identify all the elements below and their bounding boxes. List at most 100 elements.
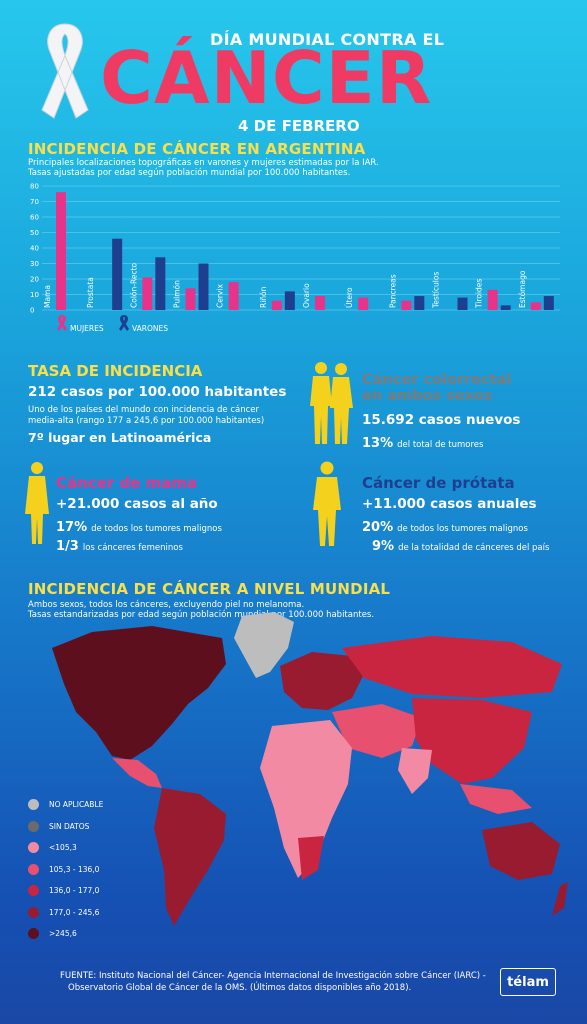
footer-line-1: FUENTE: Instituto Nacional del Cáncer- A…: [60, 971, 486, 981]
tasa-line-2: Uno de los países del mundo con incidenc…: [28, 405, 260, 415]
prostata-pct-row-2: 9% de la totalidad de cánceres del país: [372, 535, 549, 554]
map-region-north-america: [52, 626, 226, 760]
colorrectal-line-1: 15.692 casos nuevos: [362, 412, 521, 428]
section1-subtitle-2: Tasas ajustadas por edad según población…: [28, 168, 351, 178]
bar-varones: [500, 305, 511, 310]
man-silhouette-icon: [313, 461, 341, 546]
colorrectal-title-2: en ambos sexos: [362, 388, 493, 404]
map-region-se-asia: [460, 784, 532, 814]
map-legend-item: 136,0 - 177,0: [28, 880, 103, 902]
legend-dot: [28, 863, 39, 875]
map-region-india: [398, 748, 432, 794]
mama-pct-1-text: de todos los tumores malignos: [91, 524, 222, 534]
legend-dot: [28, 820, 39, 832]
map-region-australia: [482, 822, 560, 880]
bar-mujeres: [401, 300, 412, 310]
y-tick-label: 20: [30, 276, 39, 284]
map-legend: NO APLICABLE SIN DATOS <105,3 105,3 - 13…: [28, 794, 103, 945]
bar-varones: [543, 296, 554, 310]
bar-mujeres: [358, 297, 369, 310]
y-tick-label: 70: [30, 198, 39, 206]
mujeres-ribbon-icon: [57, 315, 67, 331]
map-region-new-zealand: [552, 882, 568, 916]
category-label: Mama: [43, 285, 52, 308]
y-tick-label: 50: [30, 229, 39, 237]
map-region-east-asia: [412, 698, 532, 784]
prostata-pct-2-text: de la totalidad de cánceres del país: [398, 543, 550, 553]
bar-varones: [112, 238, 123, 310]
legend-varones-label: VARONES: [132, 324, 169, 333]
legend-dot: [28, 928, 39, 940]
prostata-pct-1: 20%: [362, 520, 394, 535]
map-region-north-asia: [342, 636, 562, 698]
world-incidence-map: [52, 612, 568, 926]
colorrectal-pct: 13%: [362, 436, 394, 451]
tasa-line-4: 7º lugar en Latinoamérica: [28, 430, 212, 445]
bar-mujeres: [487, 289, 498, 310]
bar-varones: [284, 291, 295, 310]
bar-mujeres: [315, 296, 325, 310]
woman-silhouette-icon: [25, 462, 49, 544]
couple-silhouette-icon: [310, 362, 353, 444]
legend-dot: [28, 906, 39, 918]
bar-varones: [414, 296, 425, 310]
mama-pct-row-2: 1/3 los cánceres femeninos: [56, 535, 183, 554]
bar-mujeres: [271, 300, 282, 310]
map-legend-item: >245,6: [28, 923, 103, 945]
header-date: 4 DE FEBRERO: [238, 117, 360, 135]
y-tick-label: 80: [30, 183, 39, 191]
category-label: Útero: [345, 287, 354, 308]
map-legend-item: 105,3 - 136,0: [28, 859, 103, 881]
header-top-line: DÍA MUNDIAL CONTRA EL: [210, 30, 445, 49]
map-region-greenland: [234, 612, 294, 678]
map-region-south-america: [154, 788, 226, 926]
incidence-bar-chart: 0 10 20 30 40 50 60 70 80 Mama Prostata Colón-Recto…: [30, 183, 560, 315]
mama-pct-2-text: los cánceres femeninos: [82, 543, 183, 553]
mama-pct-row-1: 17% de todos los tumores malignos: [56, 516, 222, 535]
source-footer: FUENTE: Instituto Nacional del Cáncer- A…: [60, 970, 486, 994]
y-tick-label: 60: [30, 214, 39, 222]
section2-title: INCIDENCIA DE CÁNCER A NIVEL MUNDIAL: [28, 580, 391, 598]
category-label: Pancreas: [388, 274, 397, 308]
bar-mujeres: [185, 288, 196, 310]
category-label: Cervix: [216, 284, 225, 308]
category-label: Pulmón: [173, 280, 182, 308]
bar-mujeres: [142, 277, 153, 310]
bar-varones: [457, 297, 468, 310]
mama-pct-2: 1/3: [56, 539, 79, 554]
y-tick-label: 30: [30, 260, 39, 268]
bar-mujeres: [228, 282, 239, 310]
category-label: Prostata: [86, 277, 95, 308]
header-main-title: CÁNCER: [100, 36, 433, 120]
map-legend-item: <105,3: [28, 837, 103, 859]
y-tick-label: 40: [30, 245, 39, 253]
map-region-central-america: [112, 758, 162, 788]
map-region-middle-east: [332, 704, 422, 758]
legend-dot: [28, 885, 39, 897]
legend-mujeres-label: MUJERES: [70, 324, 104, 333]
category-label: Estómago: [518, 270, 527, 308]
prostata-pct-row-1: 20% de todos los tumores malignos: [362, 516, 528, 535]
legend-dot: [28, 799, 39, 811]
section2-subtitle-1: Ambos sexos, todos los cánceres, excluye…: [28, 600, 305, 610]
section1-title: INCIDENCIA DE CÁNCER EN ARGENTINA: [28, 140, 366, 158]
bar-varones: [155, 257, 166, 310]
map-region-africa: [260, 720, 352, 878]
mama-pct-1: 17%: [56, 520, 88, 535]
tasa-line-3: media-alta (rango 177 a 245,6 por 100.00…: [28, 416, 265, 426]
category-label: Colón-Recto: [129, 262, 138, 308]
bar-mujeres: [530, 302, 541, 310]
bar-varones: [198, 263, 209, 310]
awareness-ribbon-icon: [41, 23, 89, 119]
map-region-europe: [280, 652, 364, 710]
bar-mujeres: [56, 192, 66, 310]
map-legend-item: NO APLICABLE: [28, 794, 103, 816]
y-tick-label: 10: [30, 291, 39, 299]
telam-logo: télam: [500, 968, 556, 996]
section2-subtitle-2: Tasas estandarizadas por edad según pobl…: [28, 610, 375, 620]
prostata-pct-2: 9%: [372, 539, 395, 554]
category-label: Tiroides: [475, 279, 484, 309]
prostata-pct-1-text: de todos los tumores malignos: [397, 524, 528, 534]
varones-ribbon-icon: [119, 315, 129, 331]
mama-title: Cáncer de mama: [56, 474, 198, 492]
